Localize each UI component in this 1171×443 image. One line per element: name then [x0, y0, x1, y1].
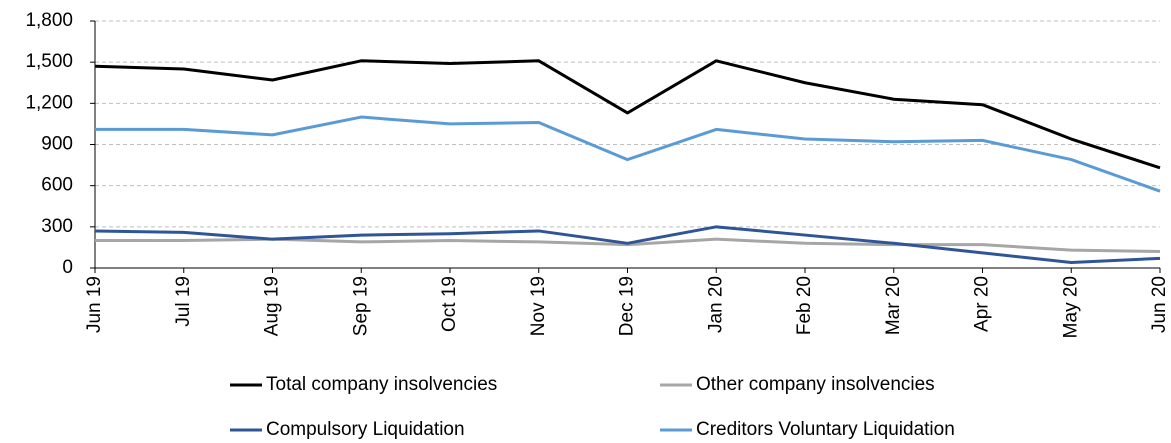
y-tick-label: 1,500 — [25, 51, 73, 72]
x-tick-label: Oct 19 — [439, 276, 460, 332]
y-tick-label: 300 — [41, 216, 73, 237]
legend-label: Compulsory Liquidation — [266, 419, 465, 440]
y-tick-label: 1,800 — [25, 10, 73, 31]
series-line — [95, 115, 1161, 193]
y-tick-label: 1,200 — [25, 92, 73, 113]
x-tick-label: Nov 19 — [528, 276, 549, 336]
y-tick-label: 0 — [62, 257, 73, 278]
legend-label: Other company insolvencies — [696, 374, 935, 395]
x-tick-label: Jan 20 — [705, 276, 726, 333]
x-tick-label: Apr 20 — [972, 276, 993, 332]
y-tick-label: 900 — [41, 134, 73, 155]
x-tick-label: Dec 19 — [617, 276, 638, 336]
x-tick-label: Sep 19 — [350, 276, 371, 336]
series-line — [94, 225, 1161, 265]
series-line — [95, 237, 1161, 254]
series-line — [94, 59, 1161, 170]
x-tick-label: Mar 20 — [883, 276, 904, 335]
x-tick-label: Feb 20 — [794, 276, 815, 335]
x-tick-label: May 20 — [1060, 276, 1081, 338]
x-tick-label: Aug 19 — [262, 276, 283, 336]
x-tick-label: Jun 20 — [1149, 276, 1170, 333]
x-tick-label: Jun 19 — [84, 276, 105, 333]
legend-label: Total company insolvencies — [266, 374, 497, 395]
y-tick-label: 600 — [41, 175, 73, 196]
x-tick-label: Jul 19 — [173, 276, 194, 327]
legend-label: Creditors Voluntary Liquidation — [696, 419, 955, 440]
